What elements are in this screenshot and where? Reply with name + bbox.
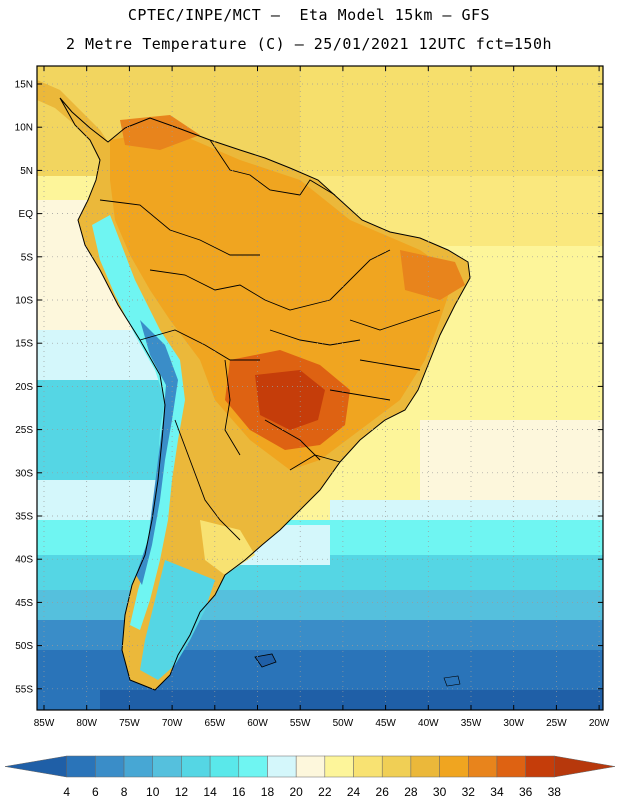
map-title: CPTEC/INPE/MCT – Eta Model 15km – GFS [127,6,491,24]
colorbar-swatch [238,755,268,778]
colorbar-label: 18 [261,785,275,799]
lon-label: 35W [461,718,482,729]
colorbar-label: 24 [347,785,361,799]
colorbar-label: 38 [548,785,562,799]
colorbar-swatch [66,755,96,778]
lon-label: 85W [34,718,55,729]
colorbar-label: 26 [376,785,390,799]
lon-label: 80W [76,718,97,729]
colorbar-swatch [181,755,211,778]
colorbar-swatch [4,755,67,778]
colorbar-swatch [468,755,498,778]
map-subtitle: 2 Metre Temperature (C) – 25/01/2021 12U… [65,35,553,53]
colorbar-swatch [95,755,125,778]
country-borders [99,139,441,541]
colorbar-label: 30 [433,785,447,799]
colorbar-swatch [209,755,240,778]
lat-label: 50S [15,641,33,652]
lat-label: 45S [15,598,33,609]
colorbar-label: 22 [318,785,332,799]
colorbar-label: 10 [146,785,160,799]
lon-label: 45W [375,718,396,729]
lon-label: 25W [546,718,567,729]
lon-label: 70W [162,718,183,729]
lat-label: 5N [20,166,33,177]
lat-label: EQ [19,209,34,220]
lat-label: 20S [15,382,33,393]
lat-label: 25S [15,425,33,436]
colorbar-swatch [123,755,153,778]
lat-label: 35S [15,512,33,523]
lat-label: 30S [15,468,33,479]
colorbar-label: 12 [175,785,189,799]
colorbar-label: 16 [232,785,246,799]
lat-label: 55S [15,684,33,695]
colorbar-label: 28 [404,785,418,799]
colorbar [4,755,616,778]
lon-label: 65W [205,718,226,729]
colorbar-swatch [152,755,182,778]
colorbar-label: 32 [462,785,476,799]
colorbar-label: 36 [519,785,533,799]
lon-label: 75W [119,718,140,729]
lon-label: 60W [247,718,268,729]
colorbar-swatch [439,755,469,778]
lon-label: 50W [333,718,354,729]
lat-label: 10N [15,123,33,134]
lat-label: 15N [15,80,33,91]
colorbar-label: 34 [490,785,504,799]
lon-label: 55W [290,718,311,729]
colorbar-label: 4 [63,785,70,799]
colorbar-swatch [381,755,412,778]
colorbar-swatch [554,755,616,778]
colorbar-swatch [496,755,526,778]
lat-label: 40S [15,555,33,566]
lat-label: 15S [15,339,33,350]
colorbar-swatch [267,755,297,778]
colorbar-label: 20 [289,785,303,799]
lat-label: 10S [15,296,33,307]
colorbar-label: 14 [203,785,217,799]
colorbar-swatch [295,755,326,778]
colorbar-swatch [324,755,354,778]
colorbar-swatch [410,755,440,778]
colorbar-label: 8 [121,785,128,799]
colorbar-swatch [525,755,555,778]
lon-label: 40W [418,718,439,729]
colorbar-label: 6 [92,785,99,799]
lon-label: 20W [589,718,610,729]
colorbar-swatch [353,755,383,778]
lon-label: 30W [503,718,524,729]
lat-label: 5S [21,252,34,263]
